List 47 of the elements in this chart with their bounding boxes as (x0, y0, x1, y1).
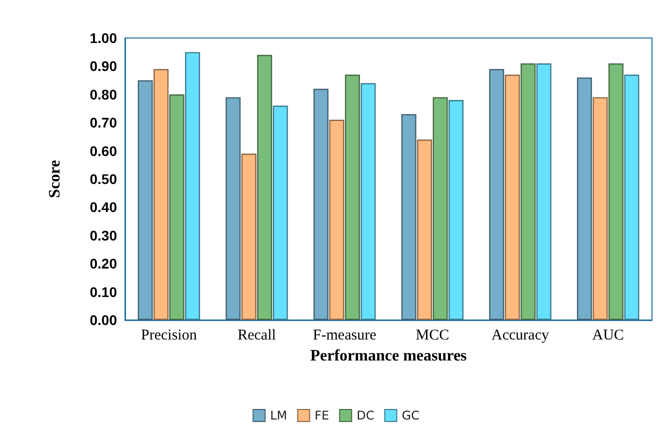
bar (169, 94, 184, 320)
legend-label: LM (270, 408, 288, 422)
bar (344, 74, 360, 320)
bar (241, 154, 256, 320)
y-tick-label: 0.20 (90, 256, 118, 272)
y-tick-label: 0.80 (90, 86, 118, 102)
y-tick-label: 1.00 (90, 30, 118, 46)
bar (138, 80, 153, 320)
y-tick-label: 0.00 (90, 312, 118, 328)
bar (401, 114, 416, 320)
legend-label: GC (402, 408, 420, 422)
bar (592, 97, 608, 320)
y-tick-label: 0.40 (90, 199, 118, 216)
y-tick-label: 0.60 (90, 142, 118, 159)
y-tick-label: 0.10 (90, 284, 118, 300)
bar (185, 52, 200, 320)
bar (520, 63, 536, 320)
x-tick-label: AUC (592, 328, 624, 344)
x-tick-label: Precision (141, 328, 198, 344)
bar (417, 140, 432, 320)
y-tick-label: 0.50 (90, 171, 118, 187)
bar (489, 69, 504, 320)
bar (432, 97, 448, 320)
bar (576, 77, 592, 320)
bar (448, 100, 464, 320)
legend-label: DC (356, 408, 374, 422)
y-tick-label: 0.90 (90, 58, 118, 74)
y-tick-label: 0.30 (90, 227, 118, 244)
x-tick-label: F-measure (312, 328, 377, 344)
y-axis-title: Score (46, 160, 64, 198)
bar (624, 74, 640, 320)
bar (154, 69, 169, 320)
bar (226, 97, 241, 320)
y-tick-label: 0.70 (90, 114, 118, 131)
x-tick-label: MCC (416, 328, 450, 344)
bar (329, 120, 344, 320)
x-tick-label: Recall (238, 328, 276, 344)
bar (536, 63, 552, 320)
bar (360, 83, 376, 320)
bar (272, 106, 288, 320)
bar (257, 54, 272, 320)
bar (313, 88, 328, 320)
bar (504, 74, 520, 320)
x-tick-label: Accuracy (492, 328, 550, 344)
x-axis-title: Performance measures (310, 347, 467, 364)
legend-label: FE (314, 408, 330, 422)
bar (608, 63, 624, 320)
